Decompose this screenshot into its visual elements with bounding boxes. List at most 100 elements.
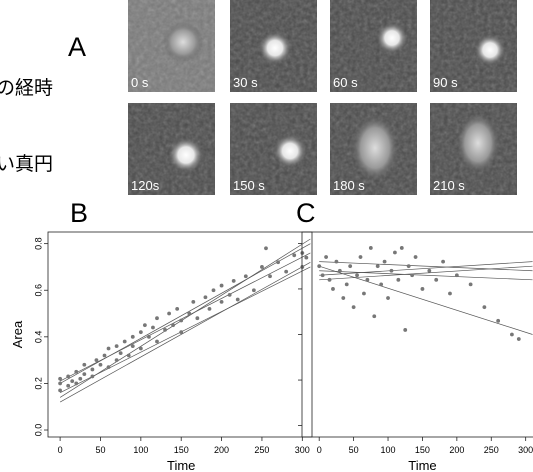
data-point xyxy=(496,318,501,323)
data-point xyxy=(155,339,159,344)
data-point xyxy=(66,383,71,388)
data-point xyxy=(78,376,83,381)
x-tick-label: 50 xyxy=(95,445,105,455)
cell xyxy=(456,112,500,174)
data-point xyxy=(341,296,346,300)
data-point xyxy=(66,374,71,379)
x-tick-label: 200 xyxy=(449,445,464,455)
data-point xyxy=(74,381,79,386)
fit-line xyxy=(59,252,311,382)
y-tick-label: 0.2 xyxy=(33,377,43,390)
panel-label: C xyxy=(296,198,316,228)
micrograph: 60 s xyxy=(330,0,417,92)
data-point xyxy=(195,316,200,321)
panel-label: B xyxy=(70,198,88,228)
data-point xyxy=(482,305,487,310)
fit-line xyxy=(59,266,311,394)
data-point xyxy=(58,388,63,393)
data-point xyxy=(114,358,119,363)
y-tick-label: 0.4 xyxy=(33,331,43,344)
micrograph: 0 s xyxy=(128,0,215,92)
data-point xyxy=(130,344,135,349)
data-point xyxy=(82,372,87,377)
data-point xyxy=(98,362,103,367)
data-point xyxy=(268,274,272,279)
plot: 0 50 100 150 200 250 300 Time xyxy=(298,231,533,472)
x-tick-label: 100 xyxy=(381,445,396,455)
data-point xyxy=(155,316,159,321)
data-point xyxy=(179,318,184,323)
cell xyxy=(168,137,204,173)
data-point xyxy=(454,273,459,278)
data-point xyxy=(399,246,404,250)
time-label: 0 s xyxy=(131,75,149,90)
cell xyxy=(163,22,203,62)
fit-line xyxy=(319,270,533,281)
cell xyxy=(474,34,506,66)
micrograph: 120s xyxy=(128,103,215,195)
data-point xyxy=(207,306,212,311)
data-point xyxy=(260,265,264,269)
data-point xyxy=(406,264,411,269)
data-point xyxy=(122,339,127,344)
data-point xyxy=(284,269,289,274)
cell xyxy=(258,31,292,65)
x-tick-label: 250 xyxy=(254,445,269,455)
data-point xyxy=(348,264,353,269)
time-label: 180 s xyxy=(333,178,365,193)
x-tick-label: 200 xyxy=(214,445,229,455)
cell xyxy=(273,134,307,168)
data-point xyxy=(276,260,280,265)
panel-label: A xyxy=(68,32,86,62)
fit-line xyxy=(319,261,533,272)
data-point xyxy=(331,287,335,291)
micrograph: 210 s xyxy=(430,103,517,195)
x-tick-label: 50 xyxy=(349,445,359,455)
time-label: 210 s xyxy=(433,178,465,193)
data-point xyxy=(389,268,394,273)
x-tick-label: 0 xyxy=(317,445,322,455)
data-point xyxy=(516,337,521,341)
time-label: 150 s xyxy=(233,178,265,193)
data-point xyxy=(142,323,147,328)
y-axis-label: Area xyxy=(10,320,25,348)
data-point xyxy=(171,323,176,328)
data-point xyxy=(94,358,99,363)
data-point xyxy=(375,264,380,269)
data-point xyxy=(231,279,236,283)
data-point xyxy=(130,334,135,339)
x-tick-label: 250 xyxy=(484,445,499,455)
data-point xyxy=(219,299,224,304)
data-point xyxy=(102,353,107,358)
data-point xyxy=(82,362,87,367)
micrograph: 180 s xyxy=(330,103,417,195)
data-point xyxy=(235,297,240,302)
text-fragment: い真円 xyxy=(0,153,53,175)
x-tick-label: 300 xyxy=(295,445,310,455)
x-tick-label: 300 xyxy=(518,445,533,455)
data-point xyxy=(372,314,377,319)
data-point xyxy=(58,381,63,386)
data-point xyxy=(227,292,232,297)
data-point xyxy=(264,246,268,251)
data-point xyxy=(448,291,452,296)
x-tick-label: 150 xyxy=(415,445,430,455)
data-point xyxy=(368,246,373,250)
time-label: 60 s xyxy=(333,75,358,90)
data-point xyxy=(179,330,184,335)
data-point xyxy=(304,255,309,260)
data-point xyxy=(219,283,224,288)
data-point xyxy=(138,330,143,335)
time-label: 120s xyxy=(131,178,160,193)
fit-line xyxy=(59,238,311,398)
data-point xyxy=(355,273,359,278)
plot-frame xyxy=(47,231,313,438)
time-label: 90 s xyxy=(433,75,458,90)
time-label: 30 s xyxy=(233,75,258,90)
fit-line xyxy=(319,265,533,281)
data-point xyxy=(138,346,143,351)
data-point xyxy=(167,311,172,316)
x-axis-label: Time xyxy=(408,458,436,472)
data-point xyxy=(351,305,356,310)
